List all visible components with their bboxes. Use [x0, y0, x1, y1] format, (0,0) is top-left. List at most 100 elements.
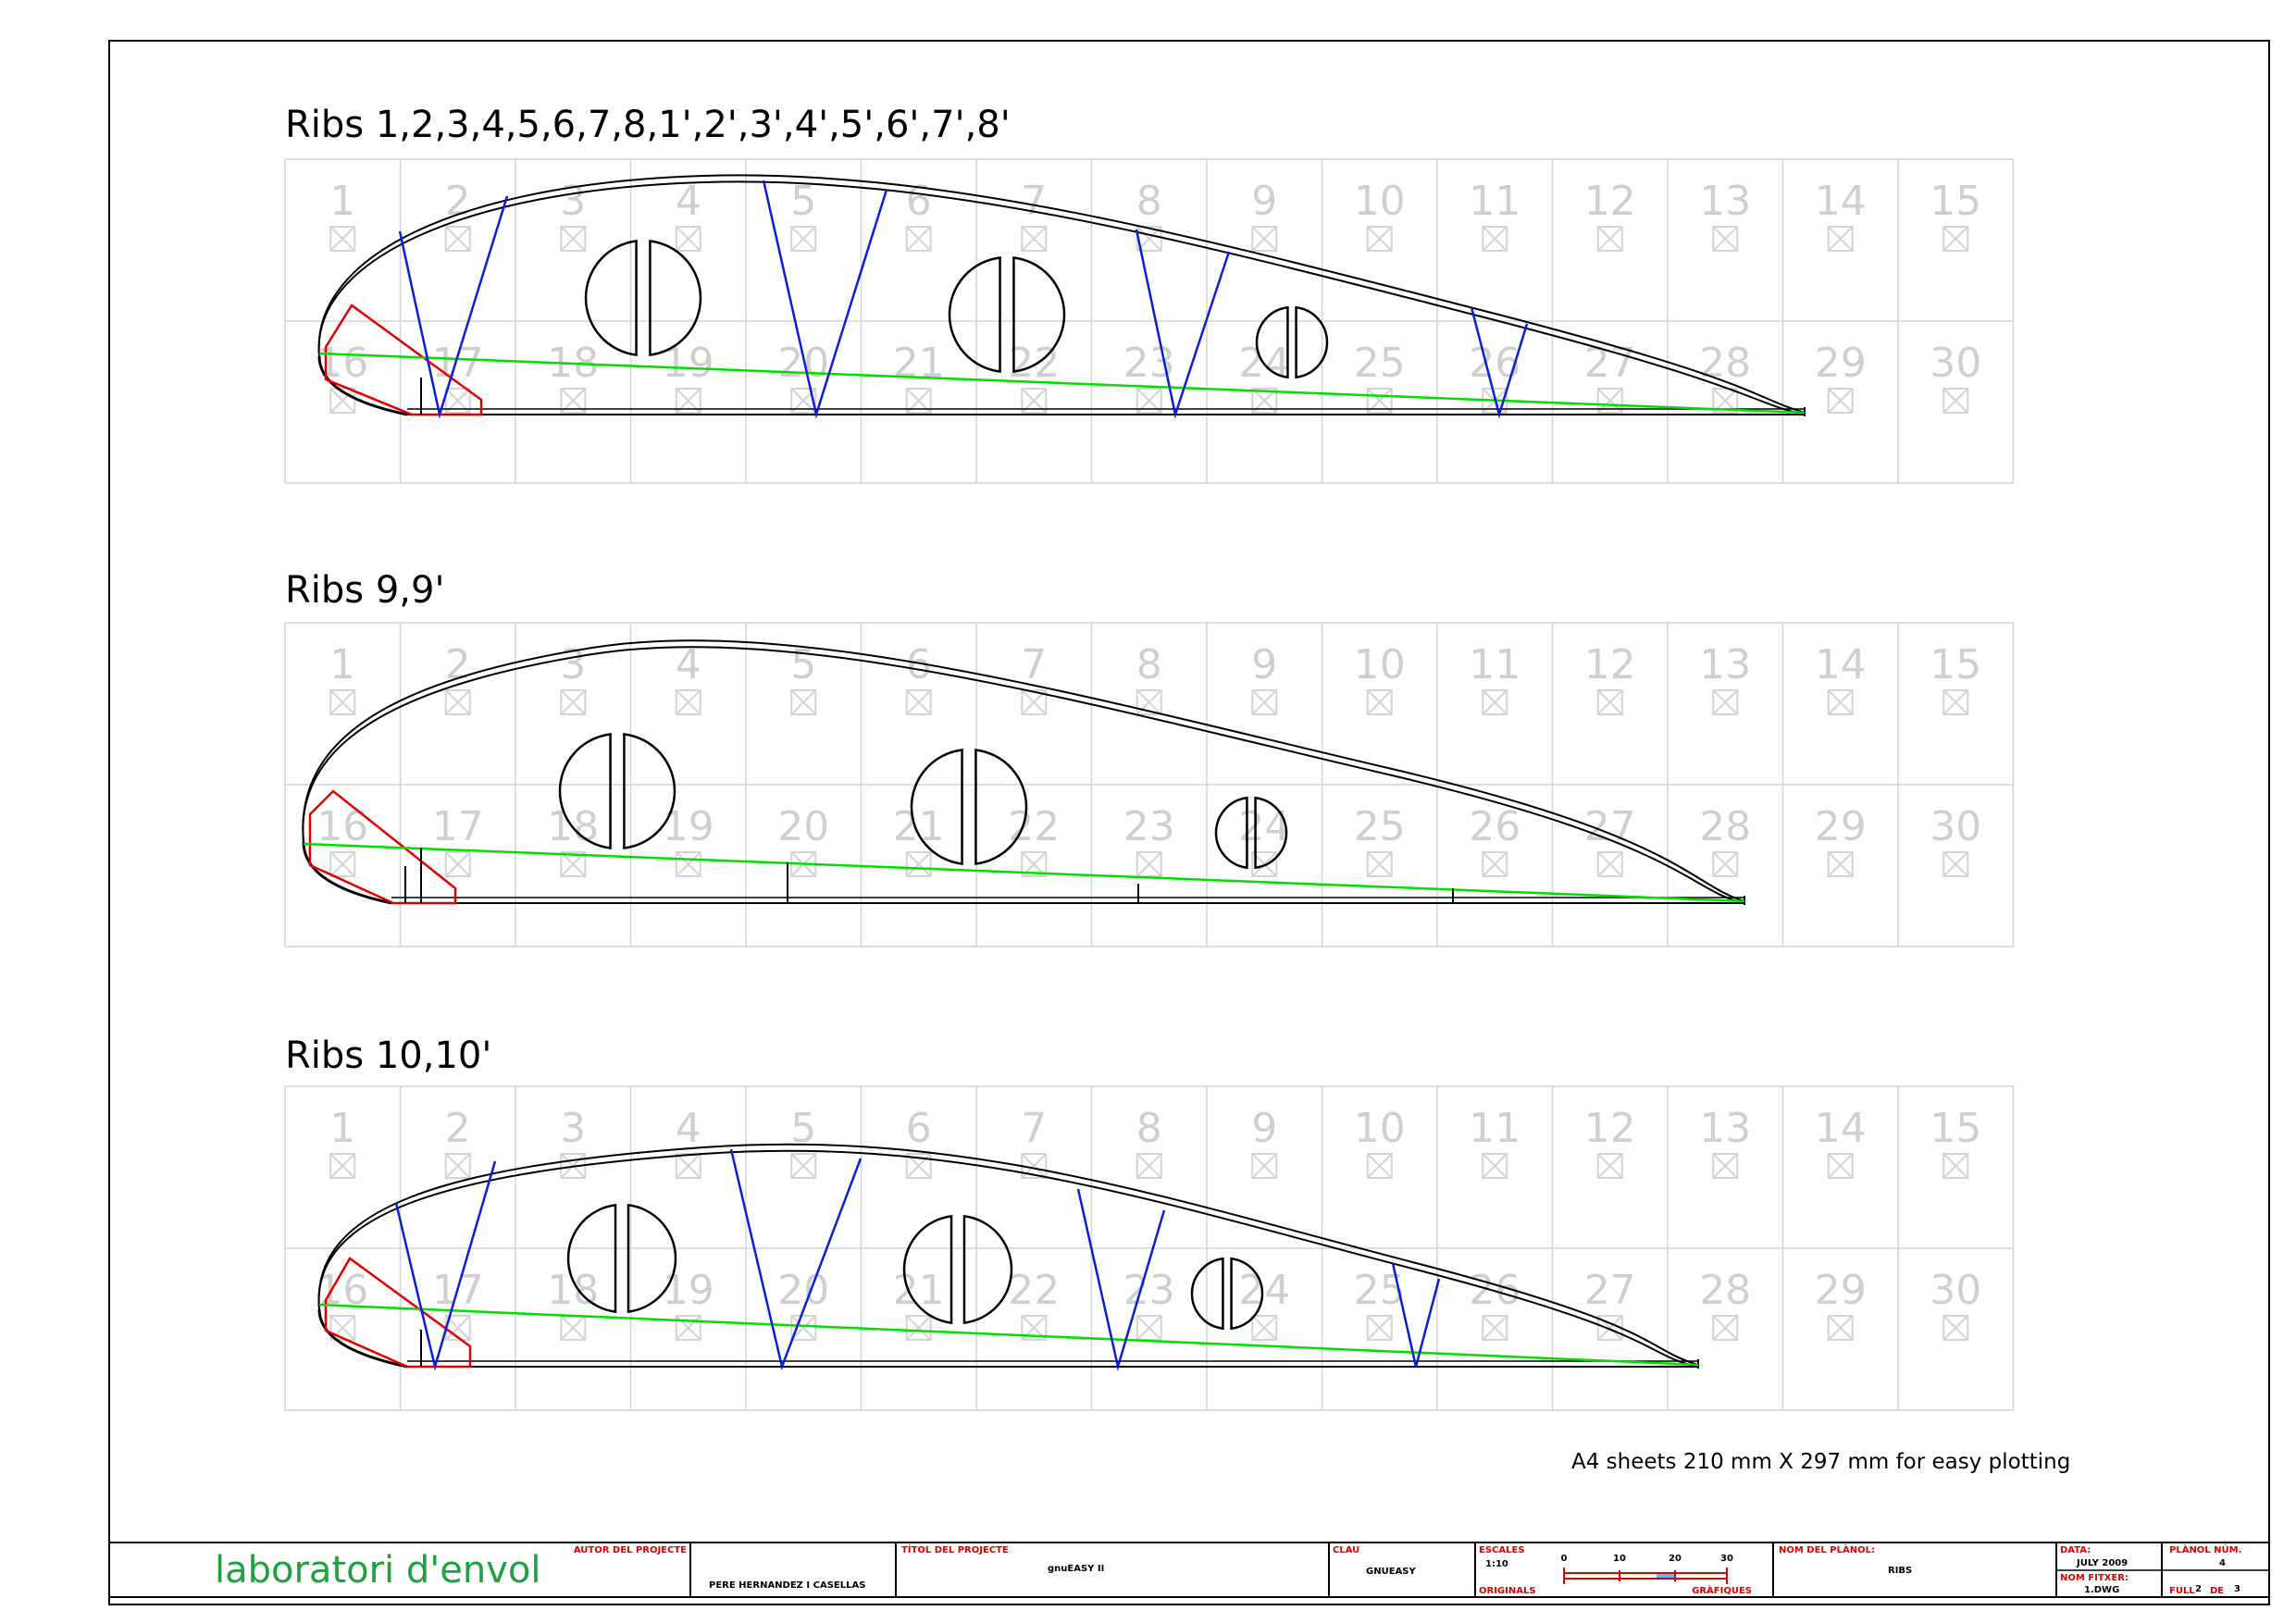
grid-cell-number: 19	[663, 1267, 714, 1314]
grid-cell-number: 14	[1815, 641, 1867, 688]
grid-cell-box-icon	[1712, 851, 1738, 877]
grid-cell-box-icon	[675, 388, 701, 414]
grid-cell-box-icon	[329, 388, 356, 414]
grid-cell-number: 12	[1584, 1105, 1636, 1152]
rib-upper-outline	[317, 1143, 1699, 1366]
grid-cell-box-icon	[676, 689, 701, 715]
grid-cell-box-icon	[676, 1315, 701, 1341]
grid-cell-box-icon	[905, 1315, 932, 1341]
grid-cell-box-icon	[906, 851, 932, 877]
grid-cell-box-icon	[1482, 1315, 1508, 1341]
rib-upper-outline	[302, 639, 1745, 902]
grid-cell-box-icon	[444, 388, 471, 414]
grid-cell-box-icon	[905, 689, 932, 715]
grid-cell-box-icon	[1136, 388, 1162, 414]
grid-cell-number: 2	[445, 1105, 471, 1152]
grid-cell-box-icon	[445, 1315, 471, 1341]
diagonal-brace	[762, 180, 888, 419]
grid-cell-box-icon	[1482, 1153, 1508, 1179]
grid-cell-box-icon	[1251, 1153, 1277, 1179]
grid-cell-number: 14	[1815, 1105, 1867, 1152]
grid-cell-number: 8	[1136, 1105, 1162, 1152]
grid-cell-box-icon	[1712, 1153, 1738, 1179]
grid-cell-box-icon	[1827, 1315, 1854, 1341]
grid-cell-box-icon	[790, 1153, 816, 1179]
grid-cell-number: 26	[1469, 803, 1520, 850]
nom-planol-value: RIBS	[1888, 1566, 1912, 1576]
grid-cell-box-icon	[1482, 226, 1508, 252]
grid-cell-box-icon	[329, 388, 355, 414]
plotting-note: A4 sheets 210 mm X 297 mm for easy plott…	[1571, 1450, 2070, 1474]
grid-cell-box-icon	[560, 226, 586, 252]
autor-value: PERE HERNANDEZ I CASELLAS	[709, 1580, 865, 1591]
lightening-hole-right	[1254, 796, 1288, 870]
grid-cell-box-icon	[790, 689, 816, 715]
grid-cell-box-icon	[444, 1153, 471, 1179]
grid-cell-box-icon	[1251, 851, 1278, 877]
grid-cell-box-icon	[1942, 851, 1969, 877]
grid-cell-box-icon	[1366, 1315, 1393, 1341]
grid-cell-number: 15	[1930, 641, 1981, 688]
clau-value: GNUEASY	[1366, 1567, 1416, 1577]
grid-cell-number: 11	[1469, 641, 1520, 688]
grid-cell-number: 29	[1815, 803, 1867, 850]
data-label: DATA:	[2060, 1545, 2091, 1555]
lightening-hole	[584, 240, 702, 356]
grid-cell-box-icon	[329, 689, 355, 715]
grid-cell-box-icon	[1828, 226, 1854, 252]
grid-cell-box-icon	[1251, 689, 1277, 715]
grid-cell-number: 27	[1584, 340, 1636, 387]
grid-cell-box-icon	[445, 226, 471, 252]
grid-cell-box-icon	[329, 851, 356, 877]
grid-cell-box-icon	[560, 226, 587, 252]
grid-cell-box-icon	[1136, 851, 1162, 877]
grid-cell-number: 11	[1469, 178, 1520, 225]
chord-reference-line	[318, 352, 1806, 415]
grid-cell-number: 3	[560, 1105, 586, 1152]
grid-cell-box-icon	[1021, 226, 1047, 252]
lightening-hole	[948, 256, 1066, 373]
grid-cell-box-icon	[906, 1153, 932, 1179]
rib-upper-outline-inner	[302, 646, 1745, 905]
grid-cell-number: 6	[906, 178, 932, 225]
grid-cell-number: 23	[1123, 1267, 1175, 1314]
grid-cell-number: 3	[560, 178, 586, 225]
grid-cell-number: 6	[906, 1105, 932, 1152]
grid-cell-box-icon	[1942, 1153, 1969, 1179]
grid-cell-number: 22	[1008, 340, 1060, 387]
lightening-hole-right	[1295, 305, 1329, 379]
lightening-hole	[558, 733, 676, 849]
rib-profile	[317, 174, 1806, 419]
grid-cell-number: 12	[1584, 178, 1636, 225]
grid-cell-number: 20	[777, 1267, 829, 1314]
diagonal-brace	[1391, 1262, 1441, 1368]
lightening-hole-right	[627, 1204, 677, 1313]
autor-label: AUTOR DEL PROJECTE	[574, 1545, 687, 1555]
full-total: 3	[2234, 1584, 2240, 1594]
lightening-hole-left	[1190, 1257, 1224, 1331]
grid-cell-box-icon	[1367, 226, 1393, 252]
grid-cell-box-icon	[444, 226, 471, 252]
grid-cell-number: 15	[1930, 178, 1981, 225]
scale-tick-30: 30	[1720, 1554, 1733, 1564]
grid-cell-number: 28	[1699, 340, 1751, 387]
lightening-hole	[1214, 796, 1288, 870]
grid-cell-box-icon	[1251, 1153, 1278, 1179]
grid-cell-box-icon	[1366, 1153, 1393, 1179]
grid-cell-number: 13	[1699, 641, 1751, 688]
scale-tick-0: 0	[1561, 1554, 1568, 1564]
grid-cell-box-icon	[1482, 226, 1508, 252]
grid-cell-box-icon	[676, 226, 701, 252]
grid-cell-box-icon	[1251, 1315, 1278, 1341]
grid-cell-box-icon	[1712, 689, 1738, 715]
grid-cell-box-icon	[1367, 689, 1393, 715]
grid-cell-box-icon	[1712, 1153, 1739, 1179]
grid-cell-number: 4	[676, 1105, 701, 1152]
grid-cell-box-icon	[1482, 689, 1508, 715]
grid-cell-box-icon	[1712, 851, 1739, 877]
grid-cell-number: 22	[1008, 803, 1060, 850]
grid-cell-box-icon	[1482, 689, 1508, 715]
grid-cell-box-icon	[1367, 1315, 1393, 1341]
jig-grid: 1234567891011121314151617181920212223242…	[284, 158, 2015, 484]
lightening-hole	[1255, 305, 1329, 379]
